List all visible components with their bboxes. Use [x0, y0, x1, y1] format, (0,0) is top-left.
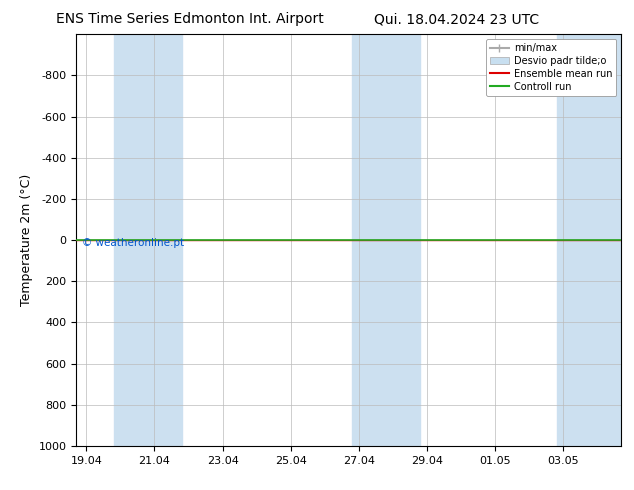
- Text: Qui. 18.04.2024 23 UTC: Qui. 18.04.2024 23 UTC: [374, 12, 539, 26]
- Y-axis label: Temperature 2m (°C): Temperature 2m (°C): [20, 174, 33, 306]
- Bar: [113, 34, 182, 446]
- Bar: [557, 34, 621, 446]
- Text: © weatheronline.pt: © weatheronline.pt: [82, 238, 184, 248]
- Text: ENS Time Series Edmonton Int. Airport: ENS Time Series Edmonton Int. Airport: [56, 12, 324, 26]
- Bar: [352, 34, 420, 446]
- Legend: min/max, Desvio padr tilde;o, Ensemble mean run, Controll run: min/max, Desvio padr tilde;o, Ensemble m…: [486, 39, 616, 96]
